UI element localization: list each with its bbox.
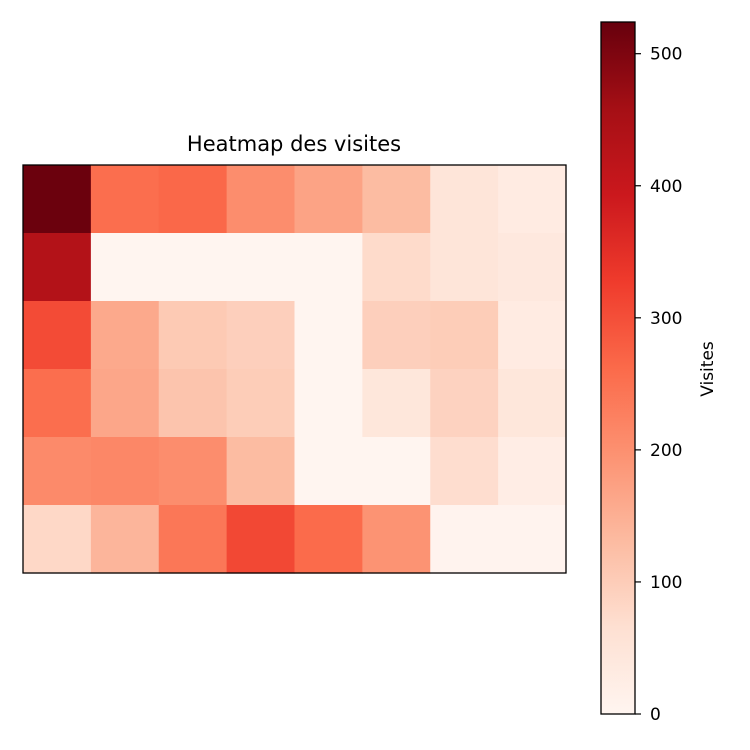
heatmap-cells <box>23 165 567 574</box>
colorbar-tick-label: 300 <box>650 309 682 329</box>
heatmap-cell <box>294 437 363 506</box>
heatmap-cell <box>294 165 363 234</box>
heatmap-cell <box>226 165 296 234</box>
heatmap-cell <box>498 437 567 506</box>
heatmap-cell <box>90 437 160 506</box>
heatmap-cell <box>294 369 363 438</box>
plot-frame <box>22 164 567 574</box>
colorbar-label: Visites <box>698 341 718 397</box>
colorbar-ticks: 0 100 200 300 400 500 <box>635 45 682 725</box>
heatmap-cell <box>430 301 499 370</box>
heatmap-cell <box>90 505 160 574</box>
heatmap-cell <box>158 369 228 438</box>
heatmap-cell <box>23 233 92 302</box>
heatmap-cell <box>294 301 363 370</box>
heatmap-cell <box>158 437 228 506</box>
heatmap-cell <box>498 369 567 438</box>
chart-title: Heatmap des visites <box>187 132 401 156</box>
heatmap-cell <box>90 301 160 370</box>
heatmap-cell <box>23 437 92 506</box>
heatmap-cell <box>294 233 363 302</box>
heatmap-cell <box>158 233 228 302</box>
heatmap-cell <box>23 369 92 438</box>
heatmap-cell <box>362 301 431 370</box>
heatmap-cell <box>498 233 567 302</box>
colorbar-tick-label: 200 <box>650 441 682 461</box>
heatmap-cell <box>158 301 228 370</box>
heatmap-cell <box>158 165 228 234</box>
colorbar-tick-label: 100 <box>650 573 682 593</box>
heatmap-cell <box>430 369 499 438</box>
heatmap-cell <box>498 165 567 234</box>
heatmap-cell <box>90 165 160 234</box>
heatmap-cell <box>498 301 567 370</box>
heatmap-cell <box>23 301 92 370</box>
colorbar-tick-label: 0 <box>650 705 661 725</box>
heatmap-cell <box>362 165 431 234</box>
heatmap-cell <box>430 165 499 234</box>
heatmap-cell <box>158 505 228 574</box>
colorbar <box>600 21 636 715</box>
heatmap-cell <box>498 505 567 574</box>
heatmap-cell <box>23 505 92 574</box>
heatmap-cell <box>362 369 431 438</box>
heatmap-cell <box>362 437 431 506</box>
heatmap-cell <box>90 233 160 302</box>
heatmap-cell <box>430 437 499 506</box>
heatmap-cell <box>294 505 363 574</box>
heatmap-cell <box>226 301 296 370</box>
heatmap-cell <box>23 165 92 234</box>
heatmap-cell <box>226 437 296 506</box>
heatmap-cell <box>226 233 296 302</box>
heatmap-cell <box>430 505 499 574</box>
heatmap-cell <box>362 233 431 302</box>
heatmap-cell <box>90 369 160 438</box>
heatmap-cell <box>226 369 296 438</box>
heatmap-cell <box>362 505 431 574</box>
colorbar-tick-label: 400 <box>650 177 682 197</box>
colorbar-tick-label: 500 <box>650 45 682 65</box>
heatmap-cell <box>430 233 499 302</box>
heatmap-cell <box>226 505 296 574</box>
